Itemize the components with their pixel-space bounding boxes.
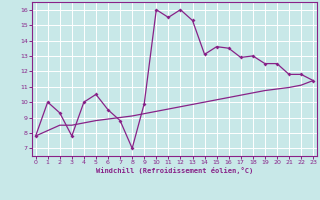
X-axis label: Windchill (Refroidissement éolien,°C): Windchill (Refroidissement éolien,°C): [96, 167, 253, 174]
